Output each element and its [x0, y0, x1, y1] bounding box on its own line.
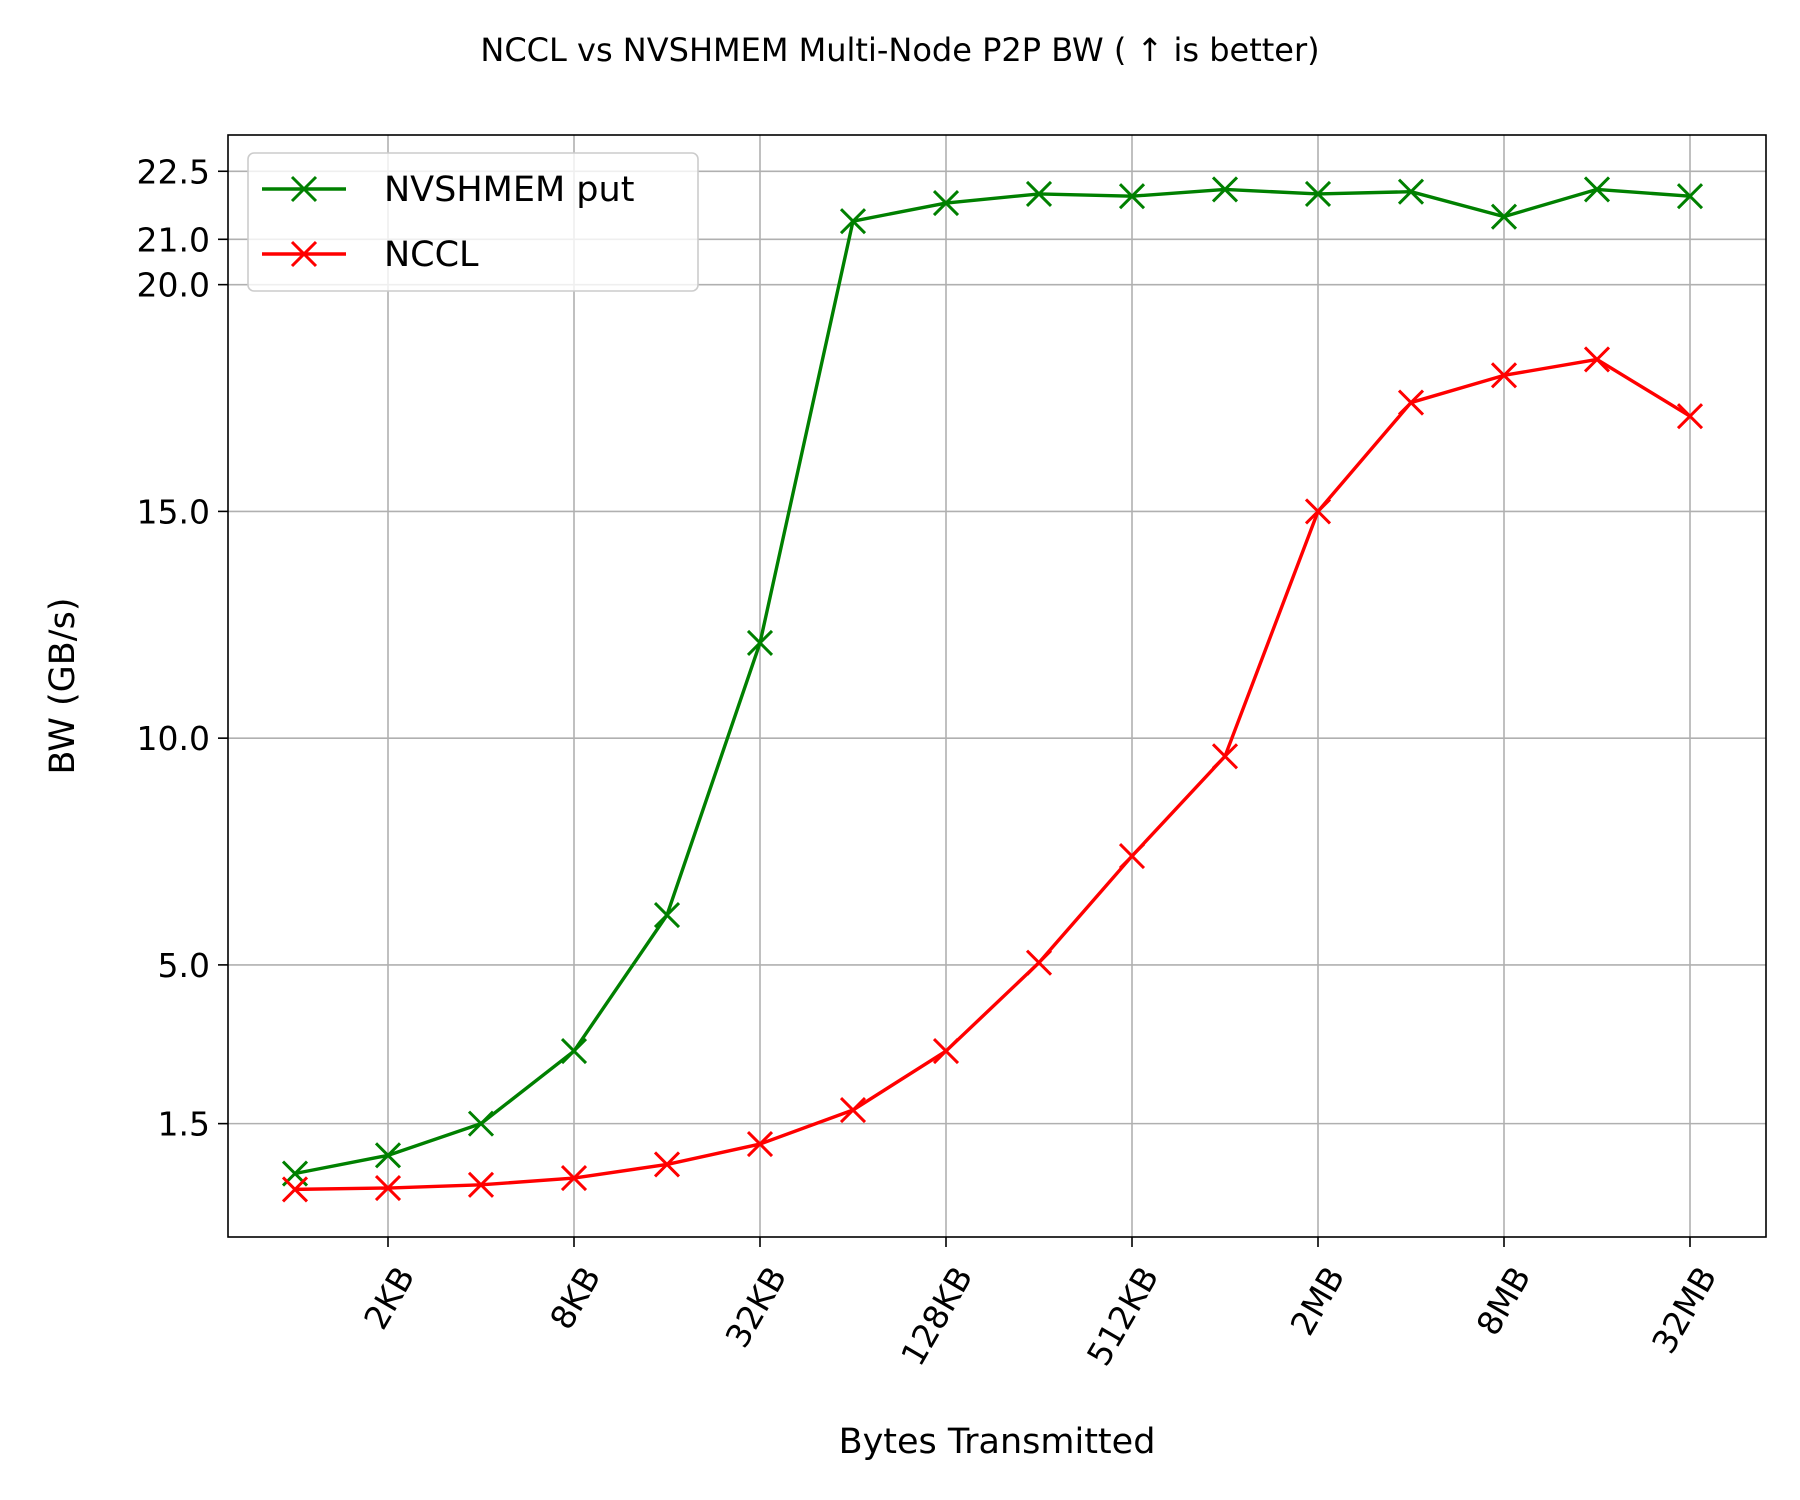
data-point-nvshmem-put — [1583, 176, 1611, 203]
data-point-nccl — [932, 1038, 960, 1065]
x-tick-label: 128KB — [893, 1260, 980, 1372]
legend-marker-nccl — [290, 240, 318, 268]
data-point-nccl — [1304, 498, 1332, 525]
legend-label-nccl: NCCL — [384, 235, 479, 275]
plot-area-frame — [227, 134, 1767, 1238]
y-tick-label: 22.5 — [137, 152, 210, 191]
data-point-nvshmem-put — [1304, 180, 1332, 208]
data-point-nccl — [281, 1176, 309, 1203]
data-point-nvshmem-put — [839, 208, 867, 235]
x-tick-label: 8KB — [542, 1260, 608, 1336]
x-tick-label: 512KB — [1079, 1260, 1166, 1372]
data-point-nvshmem-put — [467, 1110, 495, 1137]
y-tick-label: 15.0 — [137, 492, 210, 531]
data-point-nccl — [1676, 403, 1704, 430]
data-point-nvshmem-put — [1118, 183, 1146, 210]
y-tick-label: 5.0 — [158, 946, 210, 985]
data-point-nvshmem-put — [1211, 176, 1239, 203]
data-point-nccl — [1211, 743, 1239, 770]
data-point-nccl — [839, 1096, 867, 1124]
data-point-nvshmem-put — [560, 1038, 588, 1065]
series-line-nccl — [294, 357, 1691, 1192]
data-point-nccl — [746, 1130, 774, 1158]
x-tick-label: 2KB — [356, 1260, 422, 1336]
data-point-nvshmem-put — [1676, 183, 1704, 210]
data-point-nccl — [1583, 346, 1611, 373]
x-tick-label: 8MB — [1469, 1260, 1539, 1342]
y-tick-label: 20.0 — [137, 266, 210, 305]
data-point-nvshmem-put — [374, 1142, 402, 1169]
grid-lines — [228, 135, 1766, 1237]
data-point-nccl — [560, 1164, 588, 1192]
data-point-nvshmem-put — [746, 629, 774, 656]
data-point-nccl — [1490, 362, 1518, 389]
y-tick-label: 1.5 — [158, 1105, 210, 1144]
data-point-nccl — [374, 1174, 402, 1202]
data-point-nvshmem-put — [1490, 203, 1518, 230]
data-point-nvshmem-put — [1025, 180, 1053, 208]
y-tick-label: 21.0 — [137, 220, 210, 259]
y-tick-label: 10.0 — [137, 719, 210, 758]
data-point-nccl — [1118, 843, 1146, 870]
axis-ticks: 2KB 8KB 32KB 128KB 512KB 2MB 8MB 32MB 1.5 5.0 10.0… — [137, 152, 1725, 1372]
x-tick-label: 32MB — [1644, 1260, 1724, 1360]
data-point-nccl — [467, 1171, 495, 1198]
data-point-nccl — [1397, 389, 1425, 416]
data-point-nvshmem-put — [1397, 178, 1425, 205]
x-tick-label: 2MB — [1283, 1260, 1353, 1342]
legend-marker-nvshmem-put — [290, 175, 318, 203]
data-point-nccl — [1025, 949, 1053, 976]
data-point-nvshmem-put — [932, 189, 960, 217]
series-layer — [281, 176, 1704, 1203]
y-axis-title: BW (GB/s) — [43, 598, 83, 775]
data-point-nvshmem-put — [653, 901, 681, 929]
x-axis-title: Bytes Transmitted — [839, 1422, 1156, 1462]
legend-box — [247, 152, 699, 292]
x-tick-label: 32KB — [717, 1260, 794, 1354]
chart-title: NCCL vs NVSHMEM Multi-Node P2P BW ( ↑ is… — [480, 31, 1319, 69]
legend: NVSHMEM put NCCL — [247, 152, 699, 292]
data-point-nccl — [653, 1151, 681, 1178]
legend-label-nvshmem-put: NVSHMEM put — [384, 170, 634, 210]
series-line-nvshmem-put — [294, 187, 1691, 1176]
